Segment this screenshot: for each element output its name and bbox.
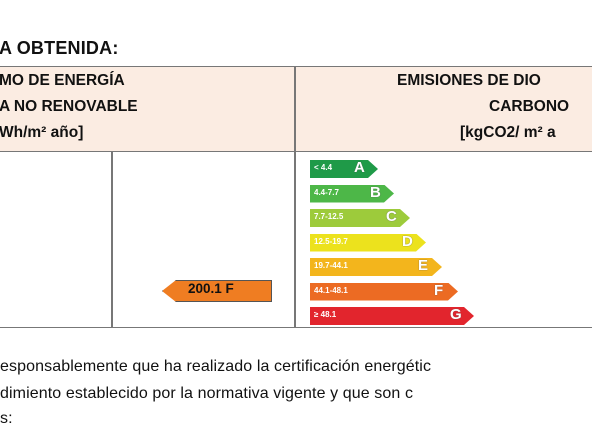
rating-range-label: ≥ 48.1 <box>314 310 337 319</box>
rating-class-e: 19.7-44.1 E <box>310 257 442 276</box>
rating-band <box>310 258 442 276</box>
rating-band <box>310 160 378 178</box>
rating-class-c: 7.7-12.5 C <box>310 208 410 227</box>
rating-range-label: 19.7-44.1 <box>314 261 348 270</box>
column-divider <box>111 151 113 327</box>
rating-class-d: 12.5-19.7 D <box>310 232 426 252</box>
rating-marker-value: 200.1 F <box>188 281 234 296</box>
rating-letter: B <box>370 183 381 201</box>
column-divider <box>294 151 296 327</box>
energy-header-line1: MO DE ENERGÍA <box>0 72 125 89</box>
table-body-row <box>0 151 592 328</box>
column-divider <box>294 67 296 151</box>
rating-range-label: 44.1-48.1 <box>314 285 348 295</box>
certification-text-line2: dimiento establecido por la normativa vi… <box>0 385 414 402</box>
rating-band <box>310 234 426 252</box>
rating-band <box>310 307 474 325</box>
rating-band <box>310 283 458 301</box>
section-title: A OBTENIDA: <box>0 38 119 58</box>
rating-letter: D <box>402 232 413 250</box>
certification-text-line3: s: <box>0 410 13 427</box>
emissions-header-unit: [kgCO2/ m² a <box>460 124 556 141</box>
rating-range-label: 4.4-7.7 <box>314 187 339 197</box>
rating-band <box>310 209 410 227</box>
rating-marker-arrow <box>162 280 272 302</box>
emissions-header-line2: CARBONO <box>489 98 570 115</box>
rating-letter: C <box>386 208 397 225</box>
emissions-header-line1: EMISIONES DE DIO <box>397 72 541 89</box>
rating-class-a: < 4.4 A <box>310 159 378 178</box>
rating-letter: G <box>450 306 462 323</box>
rating-letter: E <box>418 257 429 274</box>
rating-class-f: 44.1-48.1 F <box>310 281 458 301</box>
rating-class-b: 4.4-7.7 B <box>310 183 394 203</box>
energy-header-line2: A NO RENOVABLE <box>0 98 138 115</box>
energy-header-unit: Wh/m² año] <box>0 124 84 141</box>
table-header-row: MO DE ENERGÍA A NO RENOVABLE Wh/m² año] … <box>0 66 592 152</box>
rating-band <box>310 185 394 203</box>
rating-range-label: 12.5-19.7 <box>314 236 348 246</box>
rating-range-label: 7.7-12.5 <box>314 212 344 221</box>
rating-range-label: < 4.4 <box>314 163 333 172</box>
certification-text-line1: esponsablemente que ha realizado la cert… <box>0 358 432 375</box>
rating-letter: F <box>434 281 444 299</box>
rating-letter: A <box>354 159 365 176</box>
rating-class-g: ≥ 48.1 G <box>310 306 474 325</box>
